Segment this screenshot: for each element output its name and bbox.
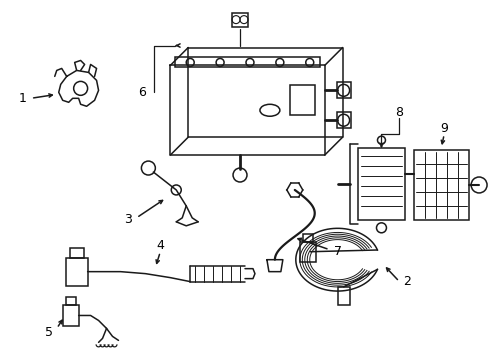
Text: 5: 5 [45, 326, 53, 339]
Bar [63, 305, 78, 327]
Bar [66, 297, 75, 305]
Bar [337, 112, 350, 128]
Text: 2: 2 [403, 275, 411, 288]
Bar [337, 82, 350, 98]
Bar [415, 150, 469, 220]
Text: 9: 9 [441, 122, 448, 135]
Bar [232, 13, 248, 27]
Text: 3: 3 [124, 213, 132, 226]
Text: 6: 6 [139, 86, 147, 99]
Bar [303, 234, 313, 242]
Bar [338, 287, 349, 305]
Bar [290, 85, 315, 115]
Bar [300, 242, 317, 262]
Text: 7: 7 [334, 245, 342, 258]
Bar [358, 148, 405, 220]
Bar [175, 58, 319, 67]
Text: 4: 4 [156, 239, 164, 252]
Text: 1: 1 [19, 92, 27, 105]
Bar [66, 258, 88, 285]
Text: 8: 8 [395, 106, 403, 119]
Bar [70, 248, 84, 258]
